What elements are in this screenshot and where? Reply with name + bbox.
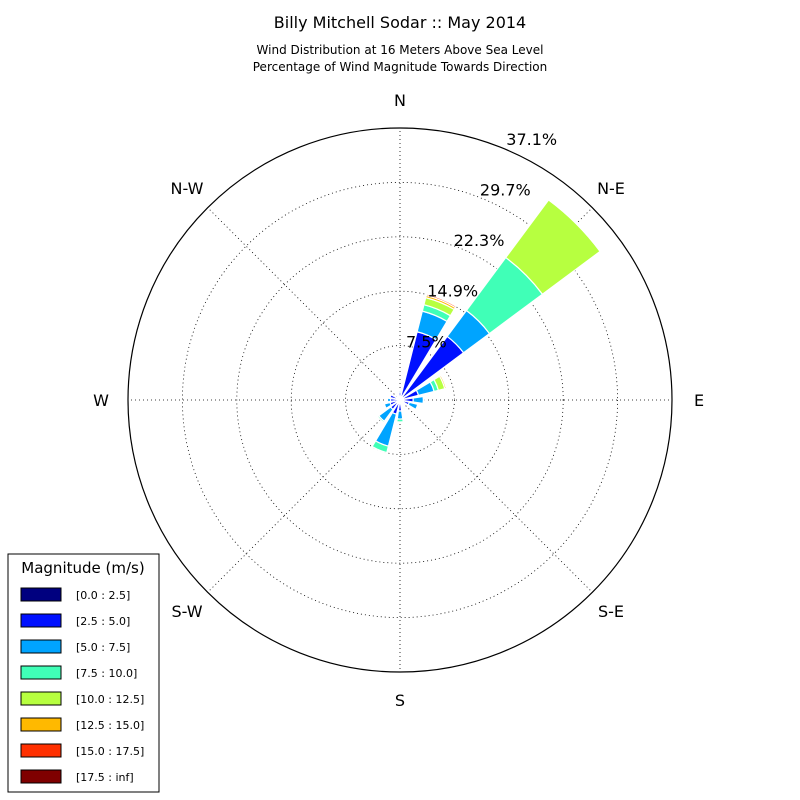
- wind-bar-segment: [383, 401, 393, 410]
- legend-swatch: [20, 717, 62, 732]
- legend-label: [17.5 : inf]: [76, 771, 134, 784]
- legend-swatch: [20, 665, 62, 680]
- direction-label: S-E: [598, 602, 624, 621]
- wind-bar-segment: [422, 395, 425, 405]
- wind-bar-segment: [376, 414, 386, 424]
- legend-swatch: [20, 769, 62, 784]
- ring-label: 29.7%: [480, 180, 531, 199]
- ring-label: 37.1%: [506, 130, 557, 149]
- ring-label: 7.5%: [406, 332, 447, 351]
- wind-bar-segment: [401, 401, 405, 405]
- chart-subtitle-line-1: Wind Distribution at 16 Meters Above Sea…: [257, 43, 544, 57]
- legend-label: [15.0 : 17.5]: [76, 745, 144, 758]
- wind-bar-segment: [371, 440, 390, 454]
- wind-bar-segment: [397, 389, 403, 392]
- direction-label: S-W: [171, 602, 202, 621]
- polar-grid: [127, 127, 673, 673]
- legend-swatch: [20, 639, 62, 654]
- direction-label: S: [395, 691, 405, 710]
- direction-label: N-E: [597, 179, 625, 198]
- legend-label: [7.5 : 10.0]: [76, 667, 137, 680]
- grid-spoke: [207, 399, 401, 593]
- wind-bar-segment: [397, 396, 401, 400]
- legend-label: [10.0 : 12.5]: [76, 693, 144, 706]
- ring-label: 22.3%: [454, 231, 505, 250]
- wind-bar-segment: [386, 397, 392, 403]
- wind-bars: [371, 198, 602, 454]
- direction-label: N-W: [171, 179, 204, 198]
- outer-ring: [127, 127, 673, 673]
- legend-entries: [0.0 : 2.5] [2.5 : 5.0] [5.0 : 7.5] [7.5 : …: [20, 587, 144, 784]
- wind-bar-segment: [547, 198, 602, 253]
- wind-bar-segment: [396, 410, 404, 420]
- direction-label: W: [93, 391, 109, 410]
- direction-label: N: [394, 91, 406, 110]
- chart-title: Billy Mitchell Sodar :: May 2014: [274, 13, 526, 32]
- grid-spoke: [399, 399, 593, 593]
- legend-label: [12.5 : 15.0]: [76, 719, 144, 732]
- grid-spoke: [207, 207, 401, 401]
- legend: Magnitude (m/s) [0.0 : 2.5] [2.5 : 5.0] [5…: [7, 553, 160, 793]
- legend-title: Magnitude (m/s): [21, 559, 144, 577]
- legend-label: [0.0 : 2.5]: [76, 589, 130, 602]
- ring-labels: 7.5% 14.9% 22.3% 29.7% 37.1%: [406, 130, 557, 352]
- legend-swatch: [20, 691, 62, 706]
- legend-label: [2.5 : 5.0]: [76, 615, 130, 628]
- grid-ring: [345, 345, 455, 455]
- ring-label: 14.9%: [427, 282, 478, 301]
- legend-swatch: [20, 613, 62, 628]
- wind-bar-segment: [388, 393, 393, 399]
- direction-labels: N N-E E S-E S S-W W N-W: [93, 91, 704, 710]
- wind-bar-segment: [438, 374, 447, 390]
- legend-swatch: [20, 587, 62, 602]
- wind-bar-segment: [396, 418, 404, 423]
- wind-bar-segment: [412, 395, 425, 405]
- grid-ring: [181, 181, 619, 619]
- chart-subtitle-line-2: Percentage of Wind Magnitude Towards Dir…: [253, 60, 547, 74]
- legend-label: [5.0 : 7.5]: [76, 641, 130, 654]
- wind-bar-segment: [414, 403, 420, 411]
- legend-swatch: [20, 743, 62, 758]
- grid-ring: [236, 236, 564, 564]
- direction-label: E: [694, 391, 704, 410]
- wind-bar-segment: [425, 293, 457, 309]
